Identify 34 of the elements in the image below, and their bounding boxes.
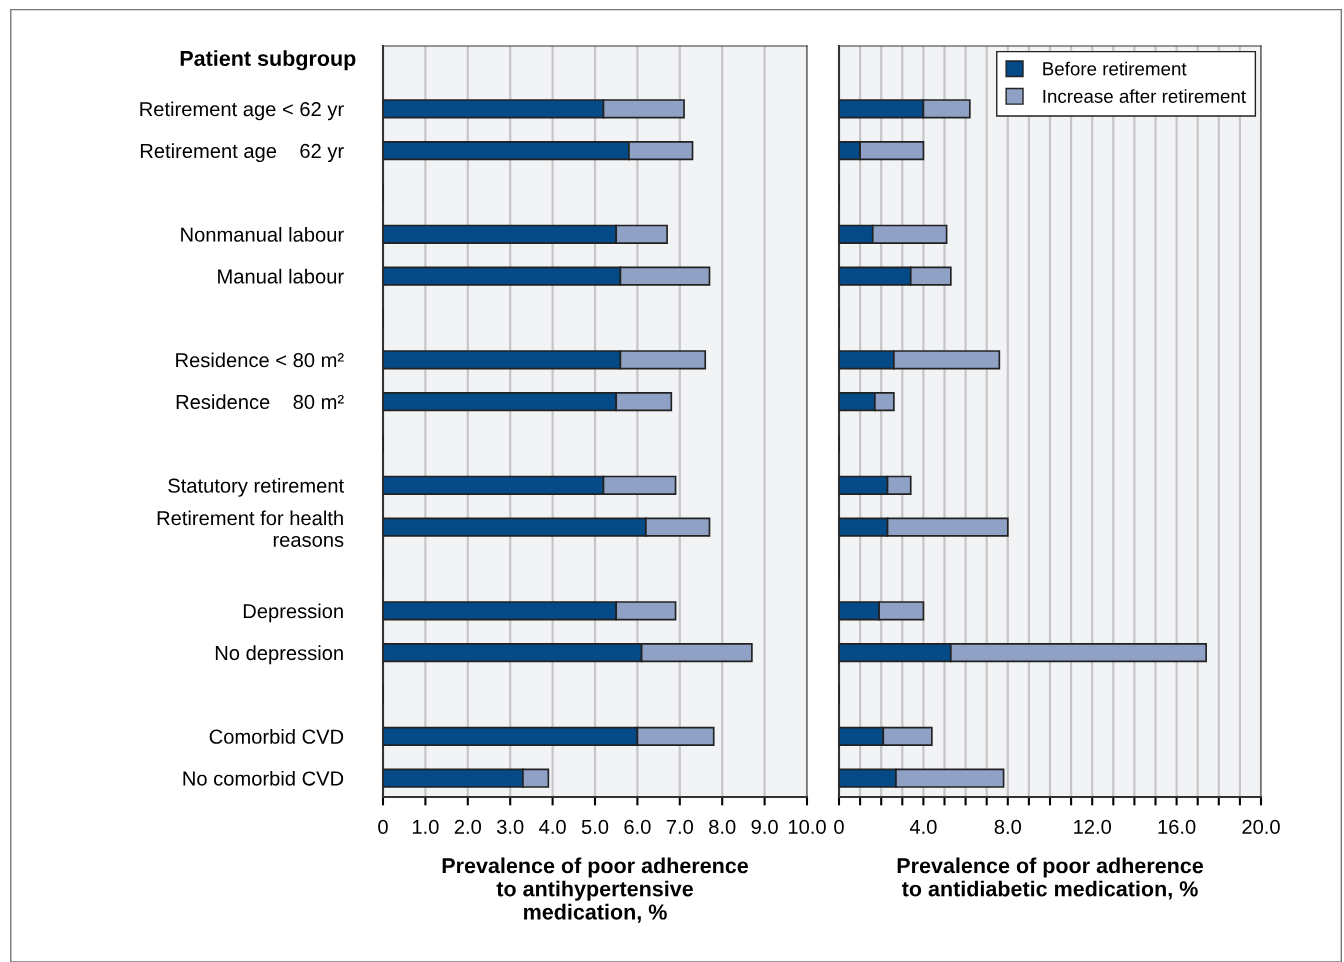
x-tick-label: 3.0 bbox=[496, 819, 524, 835]
y-tick-label: Retirement for health reasons bbox=[157, 510, 344, 547]
x-tick-label: 8.0 bbox=[994, 819, 1022, 835]
y-tick-label: Retirement age < 62 yr bbox=[140, 101, 344, 121]
legend-label: Before retirement bbox=[1043, 61, 1187, 76]
y-tick-label: Statutory retirement bbox=[168, 478, 344, 497]
y-tick-label: Residence < 80 m² bbox=[176, 352, 344, 368]
y-tick-label: Retirement age 62 yr bbox=[140, 143, 344, 163]
x-axis-title: Prevalence of poor adherence to antihypertensive medication, % bbox=[442, 857, 749, 923]
x-tick-label: 9.0 bbox=[751, 819, 778, 835]
y-tick-label: Residence 80 m² bbox=[176, 394, 344, 410]
x-tick-label: 1.0 bbox=[412, 819, 439, 835]
x-tick-label: 20.0 bbox=[1242, 819, 1280, 835]
x-tick-label: 4.0 bbox=[539, 819, 566, 835]
y-tick-label: No comorbid CVD bbox=[183, 770, 344, 786]
y-tick-label: Manual labour bbox=[218, 268, 344, 284]
x-tick-label: 4.0 bbox=[909, 819, 937, 835]
x-tick-label: 2.0 bbox=[454, 819, 482, 835]
legend-label: Increase after retirement bbox=[1043, 89, 1246, 103]
y-tick-label: Nonmanual labour bbox=[181, 226, 344, 242]
x-axis-title: Prevalence of poor adherence to antidiabetic medication, % bbox=[897, 857, 1204, 900]
x-tick-label: 5.0 bbox=[581, 819, 609, 835]
y-tick-label: No depression bbox=[215, 645, 343, 665]
y-tick-label: Depression bbox=[243, 603, 343, 623]
y-tick-label: Comorbid CVD bbox=[209, 729, 344, 744]
x-tick-label: 7.0 bbox=[666, 819, 694, 835]
y-axis-title: Patient subgroup bbox=[180, 50, 356, 71]
x-tick-label: 0 bbox=[834, 819, 844, 835]
x-tick-label: 12.0 bbox=[1074, 819, 1112, 835]
x-tick-label: 6.0 bbox=[624, 819, 651, 835]
x-tick-label: 0 bbox=[378, 819, 388, 835]
x-tick-label: 16.0 bbox=[1158, 819, 1196, 835]
x-tick-label: 10.0 bbox=[788, 819, 826, 835]
x-tick-label: 8.0 bbox=[709, 819, 736, 835]
